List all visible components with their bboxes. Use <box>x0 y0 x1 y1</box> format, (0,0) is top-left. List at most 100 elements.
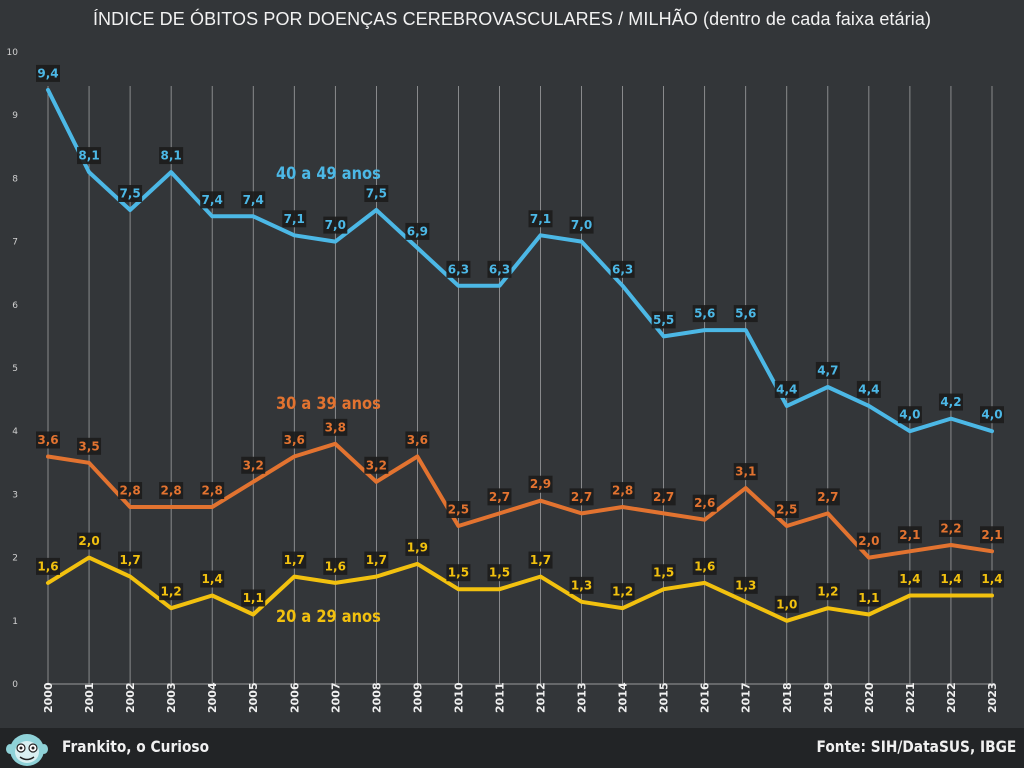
y-tick-label: 5 <box>12 364 18 374</box>
data-point <box>662 511 666 515</box>
data-label-box <box>815 361 840 379</box>
x-tick-label: 2005 <box>247 682 260 713</box>
data-label: 4,0 <box>897 406 922 424</box>
data-label: 7,4 <box>200 191 225 209</box>
data-label: 7,1 <box>282 210 307 228</box>
chart-title: ÍNDICE DE ÓBITOS POR DOENÇAS CEREBROVASC… <box>92 9 932 29</box>
data-point <box>87 461 91 465</box>
data-label-box <box>446 564 471 582</box>
data-label: 2,1 <box>980 526 1004 544</box>
data-label-box <box>610 583 635 601</box>
data-point <box>128 575 132 579</box>
data-label: 2,8 <box>610 482 635 500</box>
data-label: 3,5 <box>77 437 102 455</box>
data-label-box <box>159 147 184 165</box>
data-point <box>744 600 748 604</box>
data-label: 5,6 <box>692 305 717 323</box>
data-label-text: 2,8 <box>612 484 633 498</box>
data-point <box>703 581 707 585</box>
data-label-text: 3,2 <box>366 458 387 472</box>
data-point <box>908 594 912 598</box>
x-tick-label: 2008 <box>370 682 383 713</box>
data-label-text: 4,2 <box>940 395 961 409</box>
data-label: 5,6 <box>733 305 758 323</box>
data-label: 2,0 <box>77 532 102 550</box>
data-label: 4,0 <box>980 406 1004 424</box>
data-point <box>539 233 543 237</box>
data-point <box>251 214 255 218</box>
data-label-text: 2,8 <box>160 484 181 498</box>
data-point <box>497 511 501 515</box>
data-label-text: 2,1 <box>899 528 920 542</box>
data-point <box>621 284 625 288</box>
data-label-text: 1,1 <box>858 591 879 605</box>
data-label-text: 3,8 <box>325 420 346 434</box>
x-tick-label: 2017 <box>740 682 753 713</box>
data-label: 1,6 <box>323 557 348 575</box>
data-label-text: 7,1 <box>530 212 551 226</box>
data-label-text: 3,5 <box>78 439 99 453</box>
data-label-box <box>446 260 471 278</box>
source-credit: Fonte: SIH/DataSUS, IBGE <box>816 737 1016 756</box>
data-point <box>292 454 296 458</box>
data-label-box <box>528 551 553 569</box>
data-label-box <box>118 185 143 202</box>
data-label-box <box>815 583 840 601</box>
data-label-box <box>77 437 102 455</box>
data-label-box <box>77 532 102 550</box>
data-label-box <box>569 216 594 234</box>
x-tick-label: 2015 <box>658 682 671 713</box>
data-label-box <box>159 583 184 601</box>
data-label-text: 2,8 <box>119 484 140 498</box>
data-label: 1,4 <box>980 570 1004 588</box>
data-point <box>949 417 953 421</box>
x-tick-label: 2000 <box>42 682 55 713</box>
series-lines <box>46 87 994 623</box>
data-label-box <box>323 557 348 575</box>
data-label-text: 5,6 <box>735 307 756 321</box>
x-tick-label: 2019 <box>822 682 835 713</box>
data-label-text: 2,9 <box>530 477 551 491</box>
data-label-box <box>36 557 60 575</box>
data-label: 1,4 <box>938 570 963 588</box>
y-tick-label: 1 <box>12 617 18 627</box>
data-label-text: 1,2 <box>160 585 181 599</box>
footer-bar: Frankito, o Curioso Fonte: SIH/DataSUS, … <box>0 728 1024 768</box>
x-tick-label: 2021 <box>904 682 917 713</box>
data-label-box <box>692 557 717 575</box>
data-label-box <box>364 456 389 474</box>
data-point <box>374 480 378 484</box>
data-label-text: 4,4 <box>858 382 879 396</box>
data-label-text: 1,5 <box>653 566 674 580</box>
data-label-box <box>980 526 1004 544</box>
series-name-label: 20 a 29 anos <box>276 606 381 626</box>
data-label: 2,5 <box>446 501 471 518</box>
data-point <box>497 284 501 288</box>
data-point <box>497 587 501 591</box>
x-tick-label: 2012 <box>535 682 548 713</box>
data-label-box <box>938 570 963 588</box>
data-point <box>826 385 830 389</box>
data-label: 4,7 <box>815 361 840 379</box>
x-tick-label: 2023 <box>986 682 999 713</box>
data-label: 2,7 <box>651 488 676 506</box>
data-label-text: 6,3 <box>448 262 469 276</box>
data-point <box>456 524 460 528</box>
data-point <box>826 606 830 610</box>
data-point <box>292 575 296 579</box>
data-point <box>333 442 337 446</box>
series-line <box>46 555 994 623</box>
y-tick-label: 10 <box>7 48 19 58</box>
data-label-box <box>282 431 307 449</box>
data-label-box <box>487 488 512 506</box>
data-point <box>374 208 378 212</box>
data-point <box>785 404 789 408</box>
data-label-text: 1,3 <box>735 578 756 592</box>
data-label: 2,1 <box>897 526 922 544</box>
data-label-text: 2,0 <box>78 534 99 548</box>
data-label-box <box>200 191 225 209</box>
x-tick-label: 2003 <box>165 682 178 713</box>
data-label-text: 1,4 <box>981 572 1002 586</box>
x-tick-label: 2011 <box>493 682 506 713</box>
data-label-box <box>774 501 799 518</box>
